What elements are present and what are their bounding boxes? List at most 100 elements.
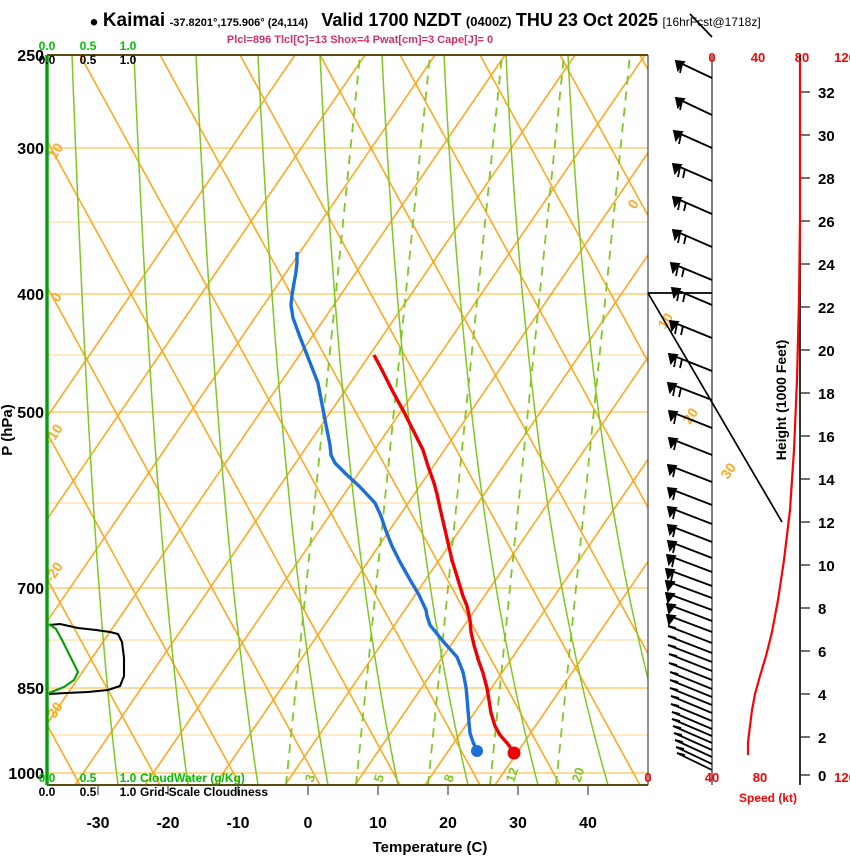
wind-barb [672,725,713,744]
height-curve [746,60,802,755]
wind-barb [669,261,713,281]
cloudwater-scale-label: CloudWater (g/Kg) [140,771,245,785]
svg-text:0: 0 [304,815,313,832]
svg-text:80: 80 [753,770,767,785]
wind-barb-panel [647,13,783,785]
cloudiness-profile [48,622,126,696]
wind-barb [666,486,713,506]
valid-time-zulu: (0400Z) [465,14,512,29]
wind-barb [666,523,713,543]
svg-text:120: 120 [834,50,850,65]
cloudiness-scale-label: Grid-Scale Cloudiness [140,785,268,799]
svg-text:0.0: 0.0 [39,53,56,67]
svg-text:1000: 1000 [8,766,44,783]
temperature-endpoint [507,746,521,760]
svg-text:1.0: 1.0 [120,53,137,67]
svg-text:14: 14 [818,472,835,489]
cloudwater-scale-bottom: 0.0 0.5 1.0 CloudWater (g/Kg) [39,771,245,785]
svg-text:26: 26 [818,214,835,231]
mixing-ratio-lines [285,55,631,785]
valid-date: THU 23 Oct 2025 [515,10,658,30]
wind-barb [668,319,713,339]
wind-barb [668,662,713,681]
wind-barb [674,96,713,116]
cloudiness-scale-top: 0.0 0.5 1.0 [39,53,137,67]
wind-barb [670,703,713,722]
station-coords: -37.8201°,175.906° (24,114) [169,17,309,29]
svg-text:5: 5 [371,772,388,784]
cloud-profiles [48,622,126,696]
svg-text:0.5: 0.5 [80,785,97,799]
svg-text:-20: -20 [156,815,179,832]
svg-text:16: 16 [818,429,835,446]
svg-text:0.0: 0.0 [39,39,56,53]
wind-envelope-outline [647,13,783,523]
svg-text:24: 24 [818,257,835,274]
svg-text:0: 0 [644,770,651,785]
svg-text:10: 10 [818,558,835,575]
svg-text:8: 8 [441,772,458,784]
svg-text:40: 40 [579,815,597,832]
svg-text:120: 120 [834,770,850,785]
wind-barb [673,732,713,751]
dewpoint-curve-group [289,252,483,757]
wind-barb [671,162,713,182]
svg-text:0.0: 0.0 [39,771,56,785]
speed-axis-top: 0 40 80 120 [708,50,850,65]
wind-barb [676,752,713,771]
svg-text:40: 40 [705,770,719,785]
wind-barb [667,352,713,372]
svg-text:0.5: 0.5 [80,53,97,67]
svg-text:28: 28 [818,171,835,188]
svg-text:3: 3 [302,772,319,784]
wind-barb [666,463,713,483]
wind-barb [667,644,713,663]
mixing-ratio-labels: 3 5 8 12 20 [302,766,588,784]
wind-barb [670,286,713,306]
svg-text:20: 20 [569,766,588,784]
height-axis-panel: 32 30 28 26 24 22 20 18 16 14 12 10 8 6 … [746,55,835,785]
svg-text:1.0: 1.0 [120,39,137,53]
svg-text:0.0: 0.0 [39,785,56,799]
svg-text:40: 40 [751,50,765,65]
wind-barb [668,653,713,672]
temperature-curve [372,354,516,754]
svg-text:0.5: 0.5 [80,39,97,53]
svg-text:500: 500 [17,405,44,422]
height-axis-labels: 32 30 28 26 24 22 20 18 16 14 12 10 8 6 … [818,85,835,785]
wind-barb [669,671,713,690]
wind-barb [665,613,713,633]
svg-text:20: 20 [439,815,457,832]
svg-text:850: 850 [17,681,44,698]
temperature-axis-ticks [97,785,589,795]
svg-text:-10: -10 [226,815,249,832]
sounding-indices: Plcl=896 Tlcl[C]=13 Shox=4 Pwat[cm]=3 Ca… [226,34,494,46]
speed-axis-label: Speed (kt) [739,791,797,805]
svg-text:8: 8 [818,601,826,618]
wind-barb [664,591,713,611]
wind-barb [666,539,713,559]
cloudwater-scale-top: 0.0 0.5 1.0 [39,39,137,53]
svg-text:400: 400 [17,287,44,304]
svg-text:18: 18 [818,386,835,403]
wind-barb [675,746,713,765]
wind-barb [667,635,713,654]
svg-text:0: 0 [708,50,715,65]
svg-text:30: 30 [818,128,835,145]
svg-text:10: 10 [369,815,387,832]
svg-text:20: 20 [818,343,835,360]
wind-barb [674,59,713,79]
svg-text:300: 300 [17,141,44,158]
height-axis-ticks [800,91,810,776]
temperature-curve-group [372,354,521,760]
forecast-stamp: [16hrFcst@1718z] [662,15,761,29]
station-name: Kaimai [102,10,166,31]
plot-background [47,55,648,785]
height-axis-label: Height (1000 Feet) [773,340,789,461]
svg-text:80: 80 [795,50,809,65]
svg-text:0.5: 0.5 [80,771,97,785]
svg-text:250: 250 [17,48,44,65]
wind-barb [672,129,713,149]
cloudwater-profile [48,623,80,694]
